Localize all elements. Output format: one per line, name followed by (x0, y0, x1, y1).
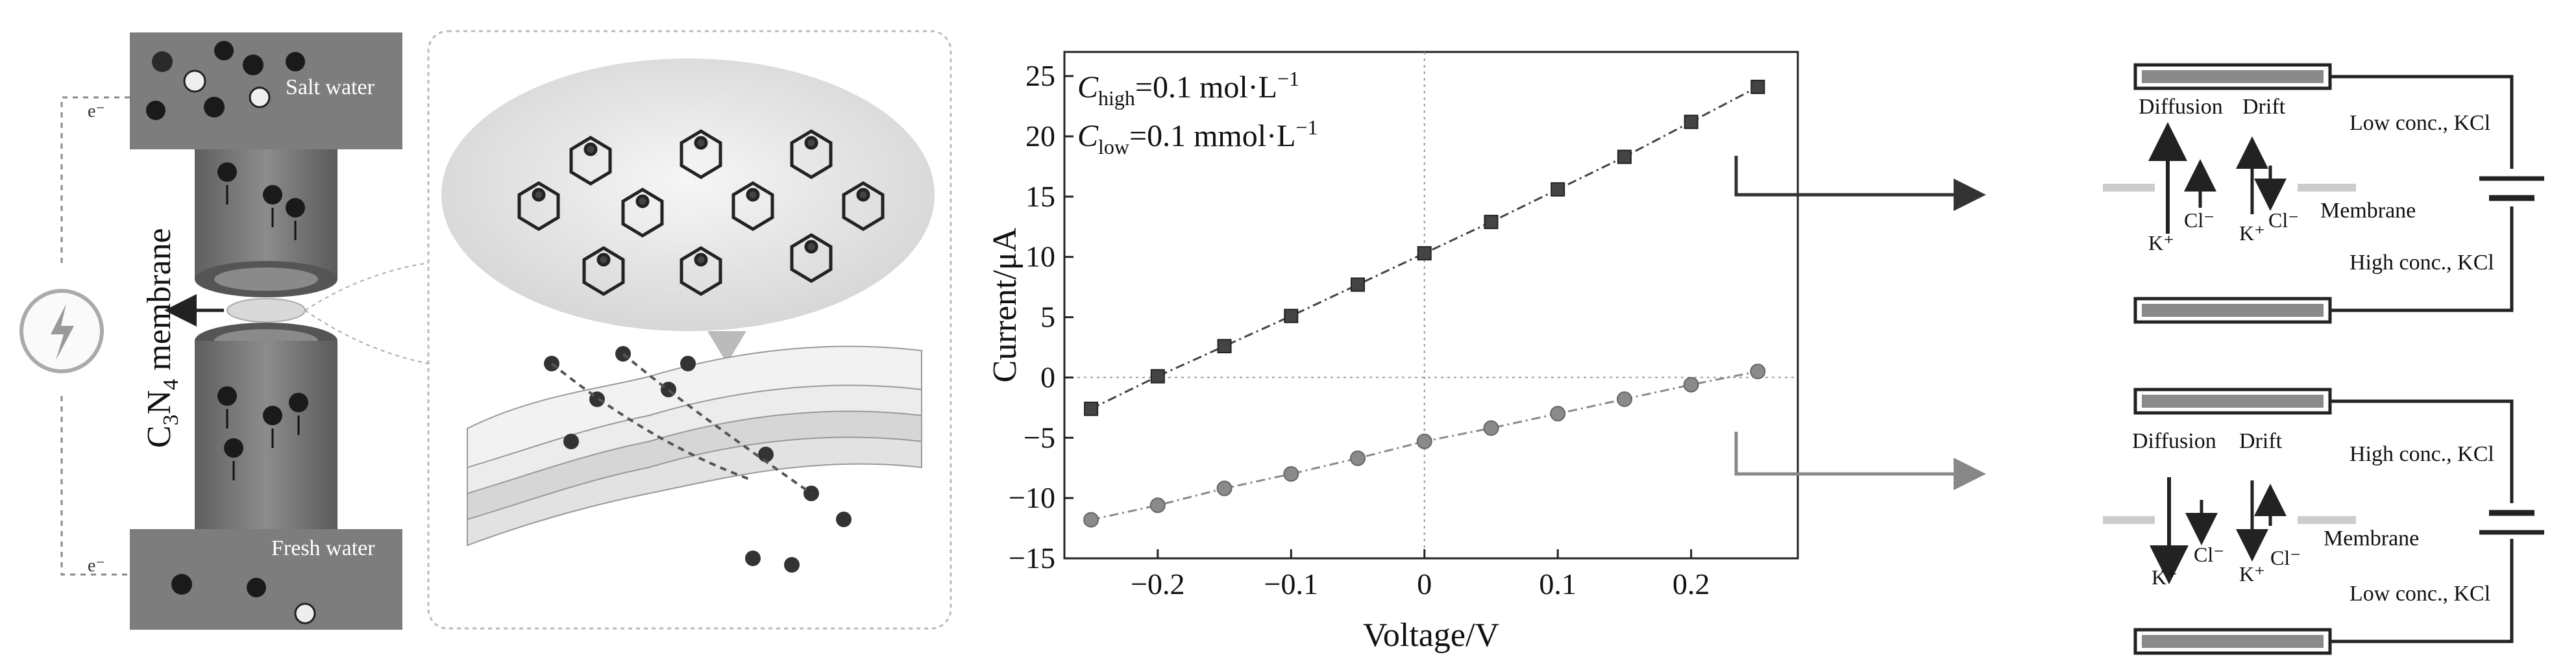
reverse-data-point (1216, 480, 1233, 497)
y-tick-label: −10 (1009, 481, 1055, 514)
top-k-ion: K⁺ (2148, 231, 2174, 254)
bottom-cl-ion: Cl⁻ (2194, 543, 2224, 566)
reverse-data-point (1283, 466, 1299, 482)
top-lower-conc: High conc., KCl (2349, 251, 2494, 275)
y-tick-label: 5 (1040, 301, 1055, 334)
reverse-data-point (1416, 433, 1432, 449)
forward-data-point (1750, 79, 1765, 94)
annotation-c-high: Chigh=0.1 mol·L−1 (1077, 67, 1299, 110)
forward-data-point (1484, 214, 1499, 229)
forward-data-point (1084, 401, 1099, 416)
top-cl-ion-2: Cl⁻ (2268, 208, 2299, 232)
reverse-data-point (1483, 420, 1499, 436)
y-tick-label: −15 (1009, 541, 1055, 575)
chart-ylabel: Current/μA (987, 227, 1024, 382)
electron-bottom-label: e⁻ (88, 556, 105, 576)
reverse-data-point (1083, 512, 1099, 528)
top-diffusion-label: Diffusion (2139, 95, 2223, 119)
plot-area (1063, 51, 1799, 560)
reverse-data-point (1616, 391, 1632, 407)
forward-data-point (1351, 277, 1365, 292)
bottom-membrane-label: Membrane (2324, 527, 2419, 551)
electron-top-label: e⁻ (88, 101, 105, 121)
y-tick-label: −5 (1024, 421, 1055, 454)
c3n4-structure-icon (441, 58, 935, 331)
reverse-data-point (1683, 377, 1699, 393)
forward-data-point (1684, 114, 1699, 129)
x-tick-label: 0 (1417, 567, 1432, 601)
top-k-ion-2: K⁺ (2239, 221, 2265, 245)
ion-particles (146, 41, 316, 625)
x-tick-label: 0.2 (1673, 567, 1710, 601)
forward-data-point (1217, 339, 1232, 354)
x-tick-label: −0.2 (1131, 567, 1184, 601)
link-arrows (1734, 156, 1986, 490)
forward-data-point (1150, 369, 1165, 384)
forward-data-point (1284, 308, 1299, 323)
top-drift-label: Drift (2242, 95, 2286, 119)
circuit-top: Diffusion Drift Low conc., KCl Membrane … (2103, 63, 2544, 324)
y-tick-label: 20 (1025, 119, 1055, 153)
chart-xlabel: Voltage/V (1363, 617, 1499, 654)
membrane-schematic: Salt water Fresh water C3N4 membrane e⁻ … (0, 0, 961, 667)
circuit-diagrams: Diffusion Drift Low conc., KCl Membrane … (2064, 0, 2576, 667)
bottom-drift-label: Drift (2239, 429, 2283, 453)
y-tick-label: 15 (1025, 180, 1055, 213)
circuit-bottom: Diffusion Drift High conc., KCl Membrane… (2103, 388, 2544, 655)
membrane-layers (467, 345, 922, 547)
x-tick-label: −0.1 (1264, 567, 1318, 601)
top-cl-ion: Cl⁻ (2184, 208, 2214, 232)
iv-chart: −0.2 −0.1 0 0.1 0.2 −15 −10 −5 0 5 10 15 20 25 Voltag… (987, 0, 1882, 667)
reverse-data-point (1350, 450, 1366, 466)
reverse-data-point (1550, 406, 1566, 422)
y-tick-label: 25 (1025, 59, 1055, 92)
bottom-upper-conc: High conc., KCl (2349, 442, 2494, 466)
y-tick-label: 0 (1040, 360, 1055, 393)
bottom-diffusion-label: Diffusion (2132, 429, 2216, 453)
fresh-water-label: Fresh water (271, 536, 375, 560)
top-membrane-label: Membrane (2320, 199, 2416, 223)
forward-data-point (1417, 246, 1432, 261)
forward-data-point (1617, 149, 1632, 164)
callout-box (427, 30, 952, 630)
reverse-data-point (1750, 364, 1766, 380)
reverse-data-point (1149, 497, 1166, 514)
annotation-c-low: Clow=0.1 mmol·L−1 (1077, 116, 1318, 158)
bottom-cl-ion-2: Cl⁻ (2270, 546, 2301, 569)
forward-data-point (1551, 182, 1565, 197)
salt-water-label: Salt water (286, 75, 375, 99)
top-upper-conc: Low conc., KCl (2349, 111, 2490, 135)
bottom-k-ion: K⁺ (2152, 565, 2177, 589)
membrane-label: C3N4 membrane (141, 228, 183, 448)
bottom-k-ion-2: K⁺ (2239, 562, 2265, 586)
x-tick-label: 0.1 (1539, 567, 1576, 601)
membrane-disc (227, 298, 306, 323)
y-tick-label: 10 (1025, 240, 1055, 273)
bottom-lower-conc: Low conc., KCl (2349, 582, 2490, 606)
